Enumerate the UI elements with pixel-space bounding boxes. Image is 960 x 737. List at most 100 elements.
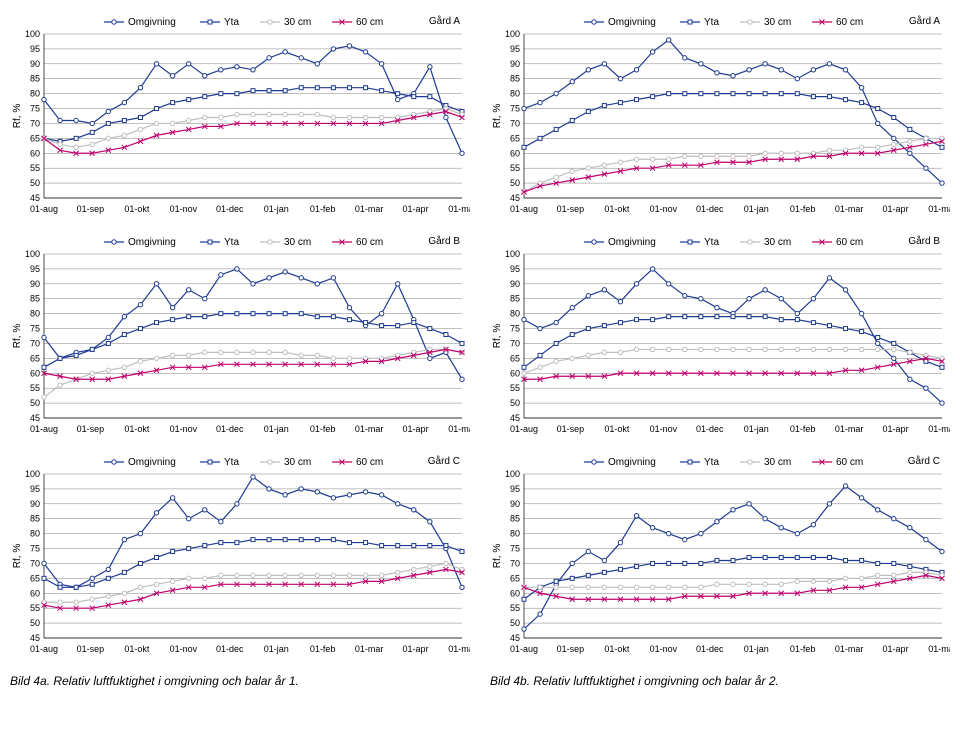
svg-text:80: 80 bbox=[510, 529, 520, 539]
svg-text:65: 65 bbox=[510, 573, 520, 583]
svg-text:Omgivning: Omgivning bbox=[608, 457, 656, 468]
svg-text:01-dec: 01-dec bbox=[696, 204, 724, 214]
caption-left: Bild 4a. Relativ luftfuktighet i omgivni… bbox=[10, 674, 470, 688]
svg-text:70: 70 bbox=[510, 338, 520, 348]
svg-text:100: 100 bbox=[505, 29, 520, 39]
svg-text:70: 70 bbox=[30, 558, 40, 568]
svg-text:45: 45 bbox=[30, 413, 40, 423]
svg-text:50: 50 bbox=[510, 618, 520, 628]
svg-text:60 cm: 60 cm bbox=[356, 457, 383, 468]
svg-text:Yta: Yta bbox=[224, 237, 239, 248]
svg-text:55: 55 bbox=[30, 383, 40, 393]
svg-text:01-sep: 01-sep bbox=[557, 644, 585, 654]
svg-text:01-okt: 01-okt bbox=[604, 204, 630, 214]
svg-text:100: 100 bbox=[505, 469, 520, 479]
svg-text:01-feb: 01-feb bbox=[310, 204, 336, 214]
svg-text:01-dec: 01-dec bbox=[696, 424, 724, 434]
svg-text:65: 65 bbox=[510, 353, 520, 363]
svg-text:01-nov: 01-nov bbox=[170, 644, 198, 654]
svg-text:80: 80 bbox=[30, 309, 40, 319]
svg-text:90: 90 bbox=[510, 499, 520, 509]
svg-text:30 cm: 30 cm bbox=[284, 237, 311, 248]
svg-text:01-apr: 01-apr bbox=[883, 424, 909, 434]
svg-text:55: 55 bbox=[510, 383, 520, 393]
svg-text:01-nov: 01-nov bbox=[650, 644, 678, 654]
chart-panel: 455055606570758085909510001-aug01-sep01-… bbox=[490, 230, 950, 440]
svg-text:01-maj: 01-maj bbox=[448, 424, 470, 434]
chart-panel: 455055606570758085909510001-aug01-sep01-… bbox=[10, 230, 470, 440]
svg-text:01-sep: 01-sep bbox=[77, 644, 105, 654]
svg-text:Yta: Yta bbox=[704, 237, 719, 248]
svg-text:01-mar: 01-mar bbox=[835, 204, 864, 214]
svg-text:Gård A: Gård A bbox=[909, 15, 940, 27]
svg-text:01-maj: 01-maj bbox=[928, 204, 950, 214]
svg-text:01-apr: 01-apr bbox=[403, 644, 429, 654]
svg-text:01-aug: 01-aug bbox=[510, 424, 538, 434]
svg-text:95: 95 bbox=[30, 484, 40, 494]
svg-text:01-sep: 01-sep bbox=[557, 424, 585, 434]
svg-text:45: 45 bbox=[30, 193, 40, 203]
svg-text:01-okt: 01-okt bbox=[124, 424, 150, 434]
svg-text:01-sep: 01-sep bbox=[77, 424, 105, 434]
svg-text:01-nov: 01-nov bbox=[650, 204, 678, 214]
svg-text:65: 65 bbox=[30, 573, 40, 583]
svg-text:01-okt: 01-okt bbox=[124, 204, 150, 214]
svg-text:01-jan: 01-jan bbox=[744, 644, 769, 654]
chart-panel: 455055606570758085909510001-aug01-sep01-… bbox=[10, 450, 470, 660]
svg-text:01-okt: 01-okt bbox=[604, 424, 630, 434]
svg-text:Gård C: Gård C bbox=[428, 455, 460, 467]
svg-text:Omgivning: Omgivning bbox=[128, 457, 176, 468]
svg-text:60: 60 bbox=[510, 588, 520, 598]
svg-text:01-apr: 01-apr bbox=[403, 424, 429, 434]
svg-text:70: 70 bbox=[30, 338, 40, 348]
chart-panel: 455055606570758085909510001-aug01-sep01-… bbox=[490, 450, 950, 660]
svg-text:01-feb: 01-feb bbox=[790, 424, 816, 434]
svg-text:30 cm: 30 cm bbox=[284, 17, 311, 28]
svg-text:75: 75 bbox=[30, 544, 40, 554]
svg-text:Rf, %: Rf, % bbox=[12, 324, 23, 349]
svg-text:45: 45 bbox=[510, 633, 520, 643]
svg-text:60 cm: 60 cm bbox=[356, 17, 383, 28]
svg-text:55: 55 bbox=[30, 603, 40, 613]
svg-text:85: 85 bbox=[510, 74, 520, 84]
svg-text:Gård C: Gård C bbox=[908, 455, 940, 467]
svg-text:100: 100 bbox=[505, 249, 520, 259]
svg-text:01-jan: 01-jan bbox=[264, 424, 289, 434]
svg-text:75: 75 bbox=[510, 544, 520, 554]
svg-text:01-nov: 01-nov bbox=[650, 424, 678, 434]
svg-text:50: 50 bbox=[510, 398, 520, 408]
svg-text:85: 85 bbox=[510, 514, 520, 524]
svg-text:30 cm: 30 cm bbox=[764, 457, 791, 468]
svg-text:01-nov: 01-nov bbox=[170, 424, 198, 434]
svg-text:100: 100 bbox=[25, 469, 40, 479]
svg-text:01-aug: 01-aug bbox=[510, 204, 538, 214]
svg-text:70: 70 bbox=[510, 558, 520, 568]
svg-text:01-mar: 01-mar bbox=[355, 424, 384, 434]
svg-text:85: 85 bbox=[30, 74, 40, 84]
svg-text:60 cm: 60 cm bbox=[356, 237, 383, 248]
svg-text:60 cm: 60 cm bbox=[836, 17, 863, 28]
svg-text:01-feb: 01-feb bbox=[310, 644, 336, 654]
svg-text:50: 50 bbox=[30, 618, 40, 628]
svg-text:Omgivning: Omgivning bbox=[608, 17, 656, 28]
svg-text:60: 60 bbox=[510, 148, 520, 158]
caption-right: Bild 4b. Relativ luftfuktighet i omgivni… bbox=[490, 674, 950, 688]
svg-text:60: 60 bbox=[30, 148, 40, 158]
svg-text:90: 90 bbox=[30, 499, 40, 509]
svg-text:Yta: Yta bbox=[704, 457, 719, 468]
svg-text:30 cm: 30 cm bbox=[284, 457, 311, 468]
svg-text:85: 85 bbox=[30, 294, 40, 304]
svg-text:75: 75 bbox=[510, 324, 520, 334]
svg-text:Gård B: Gård B bbox=[428, 235, 460, 247]
svg-text:01-maj: 01-maj bbox=[928, 644, 950, 654]
svg-text:01-feb: 01-feb bbox=[310, 424, 336, 434]
svg-text:01-dec: 01-dec bbox=[216, 424, 244, 434]
svg-text:95: 95 bbox=[510, 484, 520, 494]
svg-text:70: 70 bbox=[30, 118, 40, 128]
svg-text:01-maj: 01-maj bbox=[928, 424, 950, 434]
svg-text:Rf, %: Rf, % bbox=[12, 544, 23, 569]
svg-text:65: 65 bbox=[30, 353, 40, 363]
svg-text:01-apr: 01-apr bbox=[403, 204, 429, 214]
svg-text:01-aug: 01-aug bbox=[510, 644, 538, 654]
svg-text:01-aug: 01-aug bbox=[30, 424, 58, 434]
